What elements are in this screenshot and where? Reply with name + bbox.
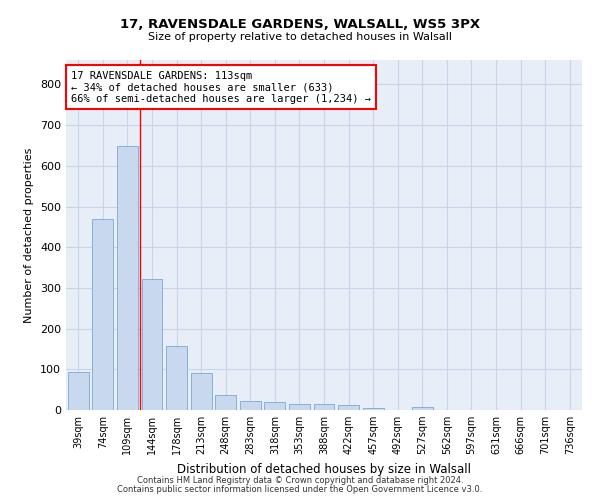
Bar: [265, 402, 286, 410]
Bar: [142, 279, 163, 410]
Text: Contains public sector information licensed under the Open Government Licence v3: Contains public sector information licen…: [118, 485, 482, 494]
Bar: [117, 146, 138, 410]
Text: 17, RAVENSDALE GARDENS, WALSALL, WS5 3PX: 17, RAVENSDALE GARDENS, WALSALL, WS5 3PX: [120, 18, 480, 30]
Bar: [191, 372, 212, 410]
Bar: [240, 400, 261, 410]
Bar: [92, 218, 113, 410]
Bar: [68, 372, 89, 410]
X-axis label: Distribution of detached houses by size in Walsall: Distribution of detached houses by size …: [177, 462, 471, 475]
Bar: [289, 404, 310, 410]
Bar: [166, 346, 187, 410]
Text: Contains HM Land Registry data © Crown copyright and database right 2024.: Contains HM Land Registry data © Crown c…: [137, 476, 463, 485]
Text: 17 RAVENSDALE GARDENS: 113sqm
← 34% of detached houses are smaller (633)
66% of : 17 RAVENSDALE GARDENS: 113sqm ← 34% of d…: [71, 70, 371, 104]
Bar: [412, 407, 433, 410]
Bar: [338, 405, 359, 410]
Bar: [314, 404, 334, 410]
Y-axis label: Number of detached properties: Number of detached properties: [25, 148, 34, 322]
Bar: [215, 394, 236, 410]
Text: Size of property relative to detached houses in Walsall: Size of property relative to detached ho…: [148, 32, 452, 42]
Bar: [362, 408, 383, 410]
